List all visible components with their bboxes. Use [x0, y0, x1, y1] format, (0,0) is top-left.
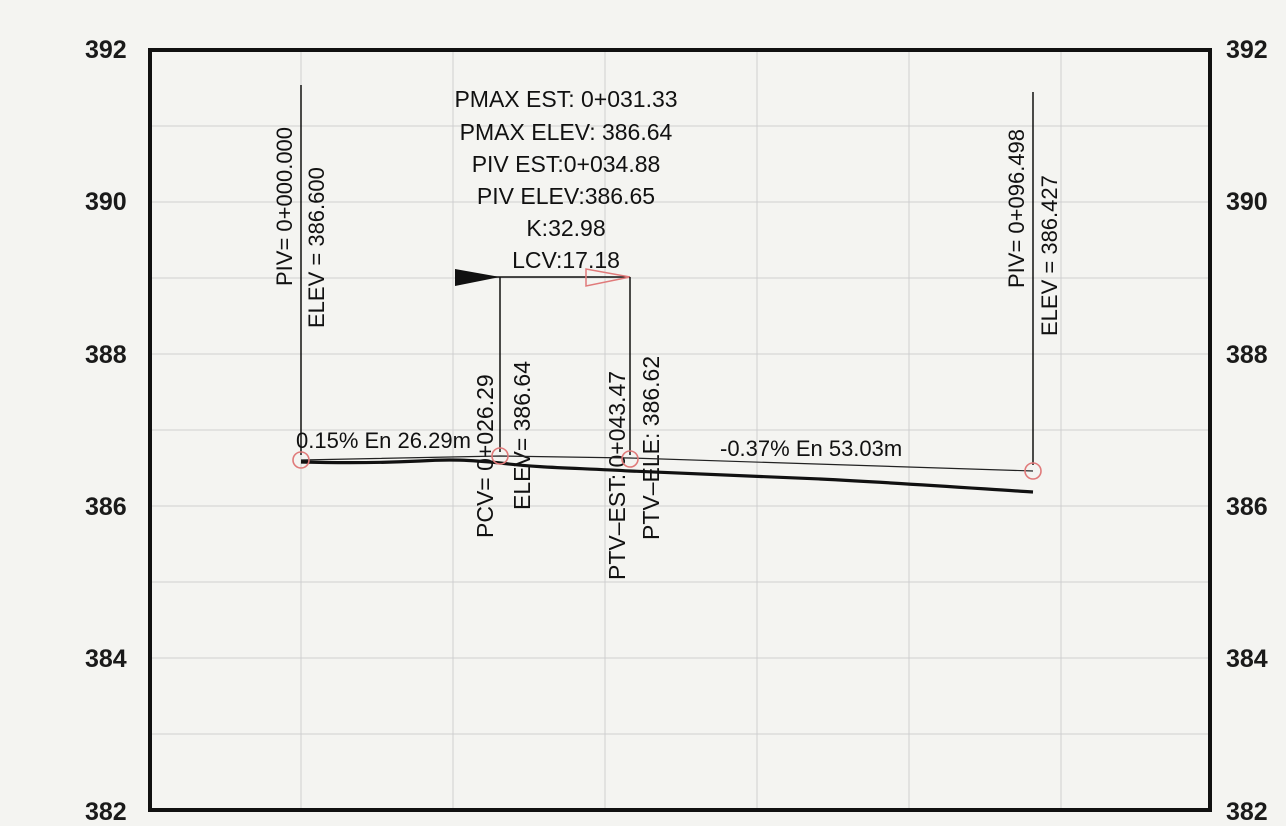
- piv-start-elev-label: ELEV = 386.600: [304, 167, 329, 328]
- right-tick-392: 392: [1226, 36, 1268, 64]
- left-tick-392: 392: [85, 36, 127, 64]
- piv-end-marker: [1024, 462, 1042, 480]
- pcv-arrow-marker: [455, 269, 500, 286]
- piv-start-station-label: PIV= 0+000.000: [272, 127, 297, 286]
- plot-frame: [148, 48, 1212, 812]
- left-tick-382: 382: [85, 798, 127, 826]
- ground-profile-line: [300, 458, 1034, 494]
- left-axis-labels: 392 390 388 386 384 382: [85, 36, 127, 826]
- piv-end-elev-label: ELEV = 386.427: [1037, 175, 1062, 336]
- ptv-station-label: PTV–EST: 0+043.47: [604, 371, 630, 580]
- pcv-elev-label: ELEV= 386.64: [509, 361, 535, 510]
- k-label: K:32.98: [526, 215, 605, 241]
- right-tick-390: 390: [1226, 188, 1268, 216]
- ptv-marker: [621, 450, 639, 468]
- right-tick-388: 388: [1226, 341, 1268, 369]
- ptv-arrow-marker: [585, 268, 631, 287]
- piv-end-station-label: PIV= 0+096.498: [1004, 129, 1029, 288]
- right-tick-386: 386: [1226, 493, 1268, 521]
- right-tick-384: 384: [1226, 645, 1268, 673]
- piv-est-label: PIV EST:0+034.88: [472, 151, 661, 177]
- curve-span: [455, 268, 631, 287]
- pmax-est-label: PMAX EST: 0+031.33: [454, 86, 677, 112]
- left-tick-390: 390: [85, 188, 127, 216]
- pmax-elev-label: PMAX ELEV: 386.64: [460, 119, 673, 145]
- piv-start-marker: [292, 451, 310, 469]
- left-tick-388: 388: [85, 341, 127, 369]
- lcv-label: LCV:17.18: [512, 247, 620, 273]
- pcv-marker: [491, 447, 509, 465]
- left-tick-386: 386: [85, 493, 127, 521]
- left-tick-384: 384: [85, 645, 127, 673]
- right-axis-labels: 392 390 388 386 384 382: [1226, 36, 1268, 826]
- grade-1-label: 0.15% En 26.29m: [296, 428, 471, 453]
- design-grade-line: [300, 455, 1034, 472]
- right-tick-382: 382: [1226, 798, 1268, 826]
- grade-2-label: -0.37% En 53.03m: [720, 436, 902, 461]
- curve-info-block: PMAX EST: 0+031.33 PMAX ELEV: 386.64 PIV…: [454, 86, 677, 273]
- piv-elev-label: PIV ELEV:386.65: [477, 183, 655, 209]
- ptv-elev-label: PTV–ELE: 386.62: [638, 356, 664, 540]
